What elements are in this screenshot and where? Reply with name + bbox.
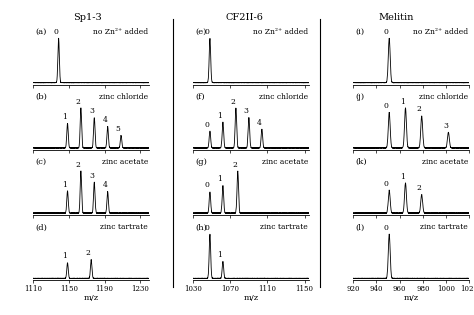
- Text: (k): (k): [356, 158, 367, 166]
- Text: 1: 1: [62, 113, 67, 121]
- Text: (h): (h): [196, 223, 208, 232]
- Text: 0: 0: [205, 181, 210, 189]
- Text: zinc chloride: zinc chloride: [259, 93, 308, 101]
- Text: (e): (e): [196, 28, 207, 36]
- Text: no Zn²⁺ added: no Zn²⁺ added: [413, 28, 468, 36]
- Text: (f): (f): [196, 93, 205, 101]
- Text: 0: 0: [205, 224, 210, 232]
- Text: 3: 3: [244, 107, 248, 115]
- Text: (c): (c): [36, 158, 46, 166]
- Text: 0: 0: [384, 224, 389, 232]
- Text: (l): (l): [356, 223, 365, 232]
- Text: (d): (d): [36, 223, 47, 232]
- Text: 1: 1: [400, 98, 405, 106]
- Text: zinc acetate: zinc acetate: [262, 158, 308, 166]
- Text: 2: 2: [230, 98, 236, 106]
- Text: 3: 3: [443, 122, 448, 130]
- Text: 1: 1: [218, 251, 222, 259]
- Text: (a): (a): [36, 28, 47, 36]
- Text: 0: 0: [205, 28, 210, 36]
- Text: (i): (i): [356, 28, 365, 36]
- Text: 1: 1: [62, 180, 67, 188]
- Text: zinc acetate: zinc acetate: [101, 158, 148, 166]
- Text: zinc chloride: zinc chloride: [99, 93, 148, 101]
- Text: 2: 2: [416, 184, 421, 192]
- Text: zinc acetate: zinc acetate: [422, 158, 468, 166]
- Text: 1: 1: [218, 175, 222, 183]
- Text: 1: 1: [62, 252, 67, 261]
- Text: zinc tartrate: zinc tartrate: [260, 223, 308, 232]
- Text: 2: 2: [416, 106, 421, 113]
- Text: 0: 0: [384, 102, 389, 110]
- Text: 1: 1: [218, 112, 222, 120]
- Text: (g): (g): [196, 158, 208, 166]
- X-axis label: m/z: m/z: [83, 294, 99, 302]
- Text: zinc chloride: zinc chloride: [419, 93, 468, 101]
- Text: Sp1-3: Sp1-3: [73, 13, 102, 22]
- Text: 4: 4: [102, 116, 107, 124]
- Text: 4: 4: [256, 119, 262, 127]
- Text: no Zn²⁺ added: no Zn²⁺ added: [93, 28, 148, 36]
- X-axis label: m/z: m/z: [244, 294, 259, 302]
- Text: 3: 3: [89, 107, 94, 115]
- Text: 5: 5: [116, 125, 120, 133]
- Text: 2: 2: [232, 161, 237, 169]
- Text: 0: 0: [384, 180, 389, 188]
- Text: 2: 2: [75, 98, 81, 106]
- Text: 1: 1: [400, 173, 405, 180]
- X-axis label: m/z: m/z: [404, 294, 419, 302]
- Text: (j): (j): [356, 93, 365, 101]
- Text: zinc tartrate: zinc tartrate: [100, 223, 148, 232]
- Text: 0: 0: [384, 28, 389, 36]
- Text: 2: 2: [75, 161, 81, 169]
- Text: (b): (b): [36, 93, 47, 101]
- Text: CF2II-6: CF2II-6: [225, 13, 263, 22]
- Text: 3: 3: [89, 172, 94, 180]
- Text: 4: 4: [102, 181, 107, 189]
- Text: 0: 0: [53, 28, 58, 36]
- Text: 2: 2: [86, 249, 91, 257]
- Text: no Zn²⁺ added: no Zn²⁺ added: [253, 28, 308, 36]
- Text: 0: 0: [205, 121, 210, 129]
- Text: zinc tartrate: zinc tartrate: [420, 223, 468, 232]
- Text: Melitin: Melitin: [378, 13, 413, 22]
